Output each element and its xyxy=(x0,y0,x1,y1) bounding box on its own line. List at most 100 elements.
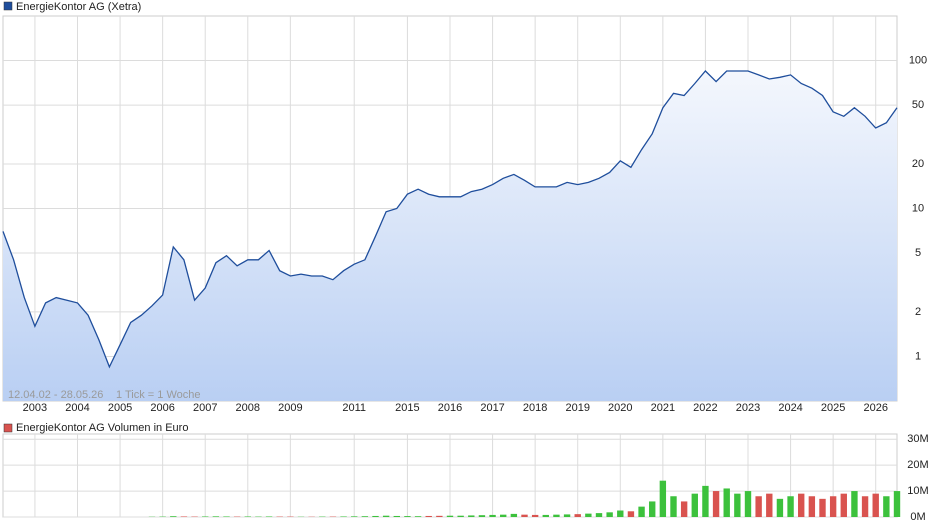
volume-bar xyxy=(372,515,379,517)
volume-bar xyxy=(649,501,656,517)
y-tick-label: 10M xyxy=(907,485,928,497)
volume-bar xyxy=(180,516,188,517)
volume-bar xyxy=(861,496,869,517)
y-tick-label: 1 xyxy=(915,350,921,362)
plot-layer: 2003 2004 2005 2006 2007 2008 2009 2011 2015 2016… xyxy=(2,16,929,523)
x-tick-label: 2021 xyxy=(651,402,675,414)
y-tick-label: 100 xyxy=(909,54,927,66)
volume-bar xyxy=(340,516,347,517)
volume-bar xyxy=(829,496,837,517)
x-tick-label: 2003 xyxy=(23,402,47,414)
x-tick-label: 2011 xyxy=(342,402,366,414)
volume-bar xyxy=(798,493,805,517)
y-tick-label: 50 xyxy=(912,99,924,111)
x-tick-label: 2024 xyxy=(778,402,802,414)
x-tick-label: 2005 xyxy=(108,402,132,414)
volume-bar xyxy=(723,488,730,517)
volume-bar xyxy=(244,516,251,517)
volume-bar xyxy=(265,516,273,517)
volume-bar xyxy=(521,514,528,517)
x-tick-label: 2020 xyxy=(608,402,632,414)
price-area xyxy=(3,71,897,401)
legend-swatch xyxy=(3,1,13,11)
volume-bar xyxy=(574,514,581,517)
volume-bar xyxy=(500,514,507,517)
x-tick-label: 2016 xyxy=(438,402,462,414)
volume-bar xyxy=(766,493,773,517)
y-tick-label: 10 xyxy=(912,202,924,214)
volume-bar xyxy=(531,514,539,517)
x-tick-label: 2008 xyxy=(236,402,260,414)
volume-bar xyxy=(510,513,518,517)
x-tick-label: 2009 xyxy=(278,402,302,414)
volume-bar xyxy=(212,516,220,517)
x-tick-label: 2025 xyxy=(821,402,845,414)
volume-bar xyxy=(542,514,549,517)
volume-bar xyxy=(617,510,624,517)
volume-bar xyxy=(446,515,454,517)
volume-bar xyxy=(638,506,645,517)
volume-bar xyxy=(680,501,688,517)
x-tick-label: 2026 xyxy=(863,402,887,414)
volume-bar xyxy=(202,516,209,517)
volume-bar xyxy=(819,498,826,517)
volume-bar xyxy=(691,493,698,517)
volume-bar xyxy=(404,516,411,517)
volume-bar xyxy=(883,496,890,517)
volume-bar xyxy=(659,480,667,517)
volume-bar xyxy=(744,491,752,517)
x-tick-label: 2022 xyxy=(693,402,717,414)
volume-bar xyxy=(670,496,677,517)
legend-swatch xyxy=(3,423,13,433)
volume-bar xyxy=(414,516,422,517)
volume-bar xyxy=(712,491,720,517)
tick-note: 1 Tick = 1 Woche xyxy=(116,389,200,401)
volume-bar xyxy=(489,514,496,517)
y-tick-label: 20 xyxy=(912,158,924,170)
volume-bar xyxy=(170,516,177,517)
volume-bar xyxy=(585,513,592,517)
volume-bar xyxy=(436,515,443,517)
x-tick-label: 2004 xyxy=(65,402,89,414)
volume-bar xyxy=(468,515,475,517)
y-tick-label: 20M xyxy=(907,459,928,471)
volume-bar xyxy=(702,485,709,517)
volume-bar xyxy=(893,491,901,517)
y-tick-label: 2 xyxy=(915,306,921,318)
x-tick-label: 2017 xyxy=(480,402,504,414)
y-tick-label: 5 xyxy=(915,247,921,259)
volume-bar xyxy=(425,515,432,517)
chart-title: EnergieKontor AG (Xetra) xyxy=(16,1,141,13)
volume-bar xyxy=(457,515,464,517)
volume-bar xyxy=(595,513,603,517)
volume-bar xyxy=(627,511,635,517)
date-range: 12.04.02 - 28.05.26 xyxy=(8,389,103,401)
volume-bar xyxy=(840,493,847,517)
price-line xyxy=(2,70,898,369)
x-tick-label: 2006 xyxy=(150,402,174,414)
volume-bar xyxy=(351,516,358,517)
volume-bar xyxy=(776,498,784,517)
volume-bar xyxy=(553,514,560,517)
volume-bar xyxy=(563,514,571,517)
x-tick-label: 2015 xyxy=(395,402,419,414)
volume-bar xyxy=(734,493,741,517)
volume-bar xyxy=(787,496,794,517)
volume-bar xyxy=(393,515,400,517)
volume-bar xyxy=(872,493,879,517)
volume-title: EnergieKontor AG Volumen in Euro xyxy=(16,422,188,434)
volume-bar xyxy=(808,496,816,517)
x-tick-label: 2023 xyxy=(736,402,760,414)
volume-bar xyxy=(223,516,230,517)
x-tick-label: 2007 xyxy=(193,402,217,414)
y-tick-label: 30M xyxy=(907,433,928,445)
y-tick-label: 0M xyxy=(910,511,925,523)
volume-bar xyxy=(606,512,613,517)
volume-bar xyxy=(851,491,858,517)
volume-bar xyxy=(382,515,390,517)
x-tick-label: 2018 xyxy=(523,402,547,414)
volume-bar xyxy=(478,515,486,517)
x-tick-label: 2019 xyxy=(565,402,589,414)
volume-bar xyxy=(755,496,762,517)
